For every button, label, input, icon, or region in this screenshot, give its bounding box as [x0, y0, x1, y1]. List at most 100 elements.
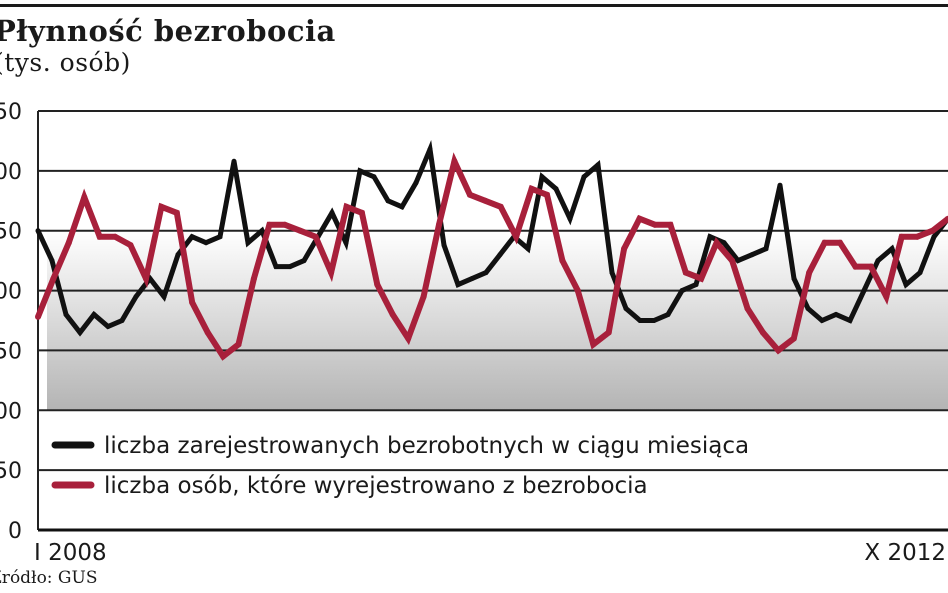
data-point	[775, 347, 782, 354]
series-line	[35, 152, 948, 361]
data-point	[929, 227, 936, 234]
data-point	[833, 312, 839, 317]
data-point	[497, 203, 504, 210]
data-point	[281, 221, 288, 228]
data-point	[133, 294, 139, 300]
data-point	[651, 221, 658, 228]
data-point	[371, 174, 377, 180]
data-point	[63, 312, 69, 317]
data-point	[112, 233, 119, 240]
data-point	[931, 234, 937, 240]
legend-label: liczba osób, które wyrejestrowano z bezr…	[104, 473, 648, 499]
data-point	[821, 239, 828, 246]
data-point	[483, 270, 489, 276]
data-point	[791, 276, 797, 282]
data-point	[559, 257, 566, 264]
series-line	[35, 140, 948, 337]
data-point	[189, 234, 195, 240]
data-point	[455, 282, 461, 288]
data-point	[312, 233, 319, 240]
data-point	[805, 306, 811, 311]
data-point	[266, 221, 273, 228]
data-point	[707, 234, 713, 240]
data-point	[245, 240, 251, 246]
data-point	[867, 263, 874, 270]
data-point	[413, 180, 419, 186]
data-point	[847, 318, 853, 323]
y-tick-label: 300	[0, 160, 22, 185]
data-point	[466, 191, 473, 198]
data-point	[175, 252, 181, 258]
data-point	[50, 275, 57, 282]
data-point	[903, 282, 909, 288]
y-tick-label: 150	[0, 339, 22, 364]
data-point	[945, 215, 948, 222]
legend-label: liczba zarejestrowanych bezrobotnych w c…	[104, 433, 749, 459]
data-point	[763, 246, 769, 252]
data-point	[343, 203, 350, 210]
data-point	[231, 158, 237, 164]
data-point	[637, 318, 643, 323]
data-point	[343, 240, 349, 246]
data-point	[189, 299, 196, 306]
data-point	[898, 233, 905, 240]
data-point	[358, 209, 365, 216]
data-point	[161, 294, 167, 300]
data-point	[595, 162, 601, 168]
data-point	[729, 257, 736, 264]
data-point	[385, 198, 391, 204]
data-point	[451, 158, 458, 165]
chart-subtitle: (tys. osób)	[0, 48, 131, 77]
source-note: Źródło: GUS	[0, 568, 98, 588]
data-point	[682, 269, 689, 276]
data-point	[497, 252, 503, 258]
y-tick-label: 250	[0, 220, 22, 245]
data-point	[914, 233, 921, 240]
data-point	[679, 288, 685, 294]
data-point	[883, 293, 890, 300]
data-point	[539, 174, 545, 180]
data-point	[65, 239, 72, 246]
x-tick-label: I 2008	[34, 540, 107, 566]
legend-item: liczba osób, które wyrejestrowano z bezr…	[51, 473, 648, 499]
data-point	[917, 270, 923, 276]
data-point	[297, 227, 304, 234]
data-point	[759, 329, 766, 336]
data-point	[513, 233, 520, 240]
data-point	[735, 258, 741, 264]
data-point	[698, 275, 705, 282]
data-point	[875, 258, 881, 264]
data-point	[744, 305, 751, 312]
data-point	[35, 228, 41, 234]
data-point	[852, 263, 859, 270]
y-tick-label: 50	[0, 459, 22, 484]
data-point	[777, 182, 783, 188]
data-point	[329, 210, 335, 216]
data-point	[119, 318, 125, 323]
data-point	[49, 258, 55, 264]
data-point	[837, 239, 843, 246]
data-point	[77, 330, 83, 335]
data-point	[374, 281, 381, 288]
data-point	[665, 312, 671, 317]
data-point	[806, 269, 813, 276]
data-point	[420, 293, 427, 300]
y-tick-label: 100	[0, 399, 22, 424]
data-point	[590, 341, 597, 348]
data-point	[105, 324, 111, 329]
data-point	[91, 312, 97, 317]
y-tick-label: 0	[8, 519, 22, 544]
data-point	[525, 246, 531, 252]
data-point	[173, 209, 180, 216]
data-point	[469, 276, 475, 282]
data-point	[790, 335, 797, 342]
data-point	[203, 240, 209, 246]
data-point	[441, 242, 447, 248]
data-point	[273, 264, 279, 270]
data-point	[158, 203, 165, 210]
data-point	[81, 194, 88, 201]
data-point	[528, 185, 535, 192]
data-point	[220, 353, 227, 360]
data-point	[436, 221, 442, 228]
